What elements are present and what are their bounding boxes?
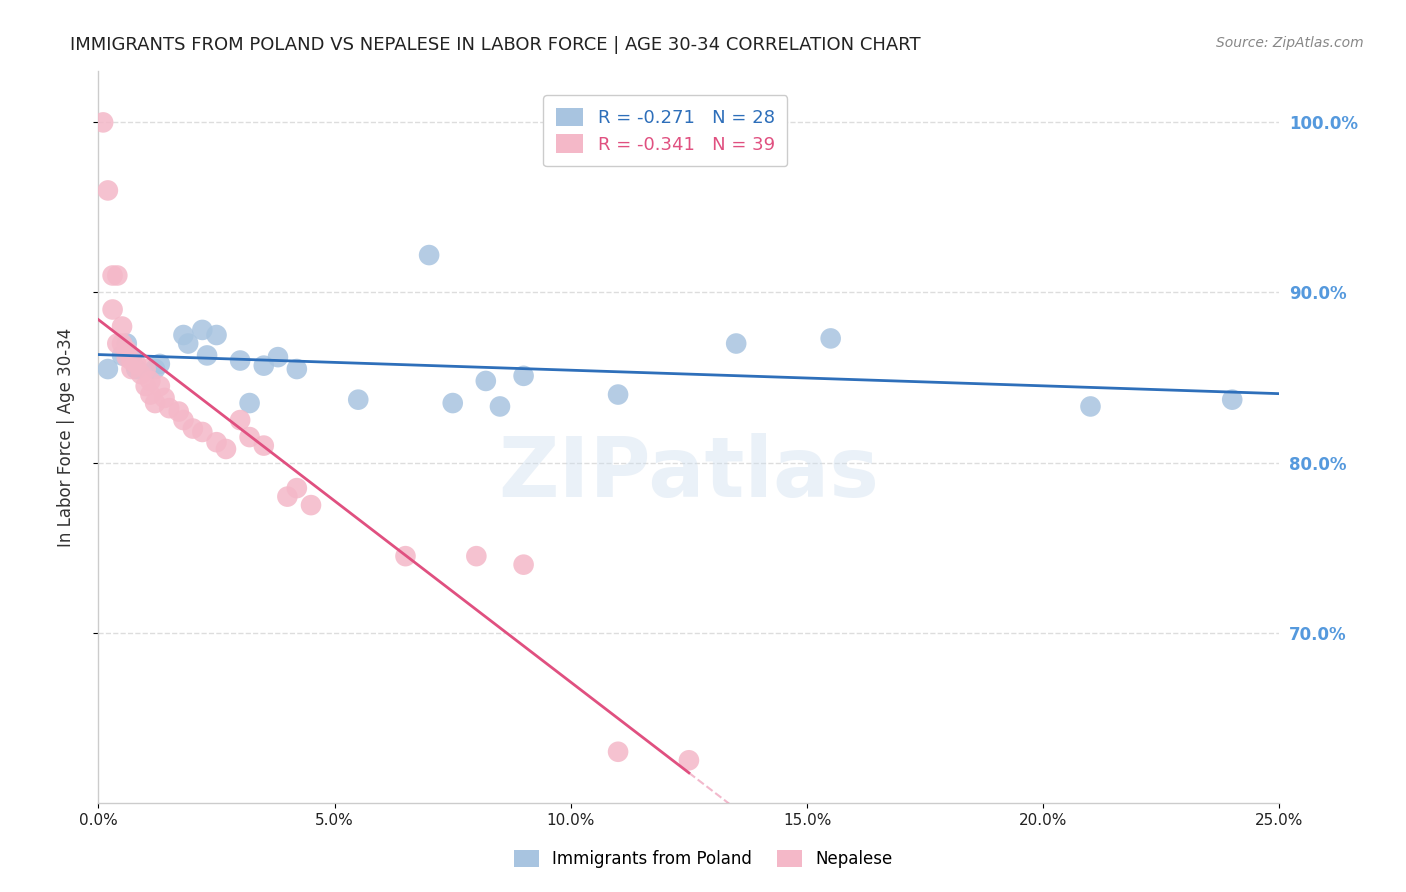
Point — [239, 396, 262, 410]
Point — [121, 353, 143, 368]
Point — [139, 387, 162, 401]
Point — [512, 368, 534, 383]
Point — [167, 404, 190, 418]
Point — [253, 359, 276, 373]
Point — [191, 323, 214, 337]
Point — [105, 268, 128, 283]
Point — [172, 413, 194, 427]
Point — [143, 396, 166, 410]
Point — [111, 336, 134, 351]
Point — [143, 362, 166, 376]
Point — [253, 439, 276, 453]
Point — [607, 745, 630, 759]
Point — [394, 549, 416, 563]
Text: ZIPatlas: ZIPatlas — [499, 434, 879, 514]
Point — [135, 362, 157, 376]
Point — [172, 328, 194, 343]
Point — [267, 350, 290, 364]
Point — [475, 374, 498, 388]
Point — [101, 302, 124, 317]
Point — [725, 336, 748, 351]
Point — [157, 401, 180, 416]
Point — [215, 442, 238, 456]
Point — [678, 753, 700, 767]
Point — [229, 413, 252, 427]
Point — [239, 430, 262, 444]
Point — [205, 435, 228, 450]
Point — [115, 336, 138, 351]
Point — [121, 350, 143, 364]
Point — [101, 268, 124, 283]
Point — [418, 248, 440, 262]
Point — [285, 362, 308, 376]
Point — [149, 379, 172, 393]
Point — [191, 425, 214, 439]
Point — [125, 362, 148, 376]
Text: IMMIGRANTS FROM POLAND VS NEPALESE IN LABOR FORCE | AGE 30-34 CORRELATION CHART: IMMIGRANTS FROM POLAND VS NEPALESE IN LA… — [70, 36, 921, 54]
Point — [91, 115, 114, 129]
Point — [105, 336, 128, 351]
Point — [489, 400, 512, 414]
Legend: R = -0.271   N = 28, R = -0.341   N = 39: R = -0.271 N = 28, R = -0.341 N = 39 — [543, 95, 787, 166]
Point — [465, 549, 488, 563]
Point — [115, 350, 138, 364]
Legend: Immigrants from Poland, Nepalese: Immigrants from Poland, Nepalese — [508, 843, 898, 875]
Point — [139, 374, 162, 388]
Point — [135, 379, 157, 393]
Point — [1080, 400, 1102, 414]
Point — [125, 357, 148, 371]
Point — [299, 498, 322, 512]
Point — [97, 362, 120, 376]
Point — [607, 387, 630, 401]
Point — [149, 357, 172, 371]
Point — [276, 490, 298, 504]
Point — [512, 558, 534, 572]
Point — [177, 336, 200, 351]
Text: Source: ZipAtlas.com: Source: ZipAtlas.com — [1216, 36, 1364, 50]
Point — [441, 396, 464, 410]
Point — [111, 348, 134, 362]
Point — [181, 421, 204, 435]
Point — [285, 481, 308, 495]
Point — [347, 392, 370, 407]
Point — [111, 319, 134, 334]
Point — [820, 331, 842, 345]
Y-axis label: In Labor Force | Age 30-34: In Labor Force | Age 30-34 — [56, 327, 75, 547]
Point — [115, 343, 138, 358]
Point — [195, 348, 218, 362]
Point — [121, 362, 143, 376]
Point — [205, 328, 228, 343]
Point — [229, 353, 252, 368]
Point — [97, 183, 120, 197]
Point — [153, 391, 176, 405]
Point — [1220, 392, 1243, 407]
Point — [129, 367, 152, 381]
